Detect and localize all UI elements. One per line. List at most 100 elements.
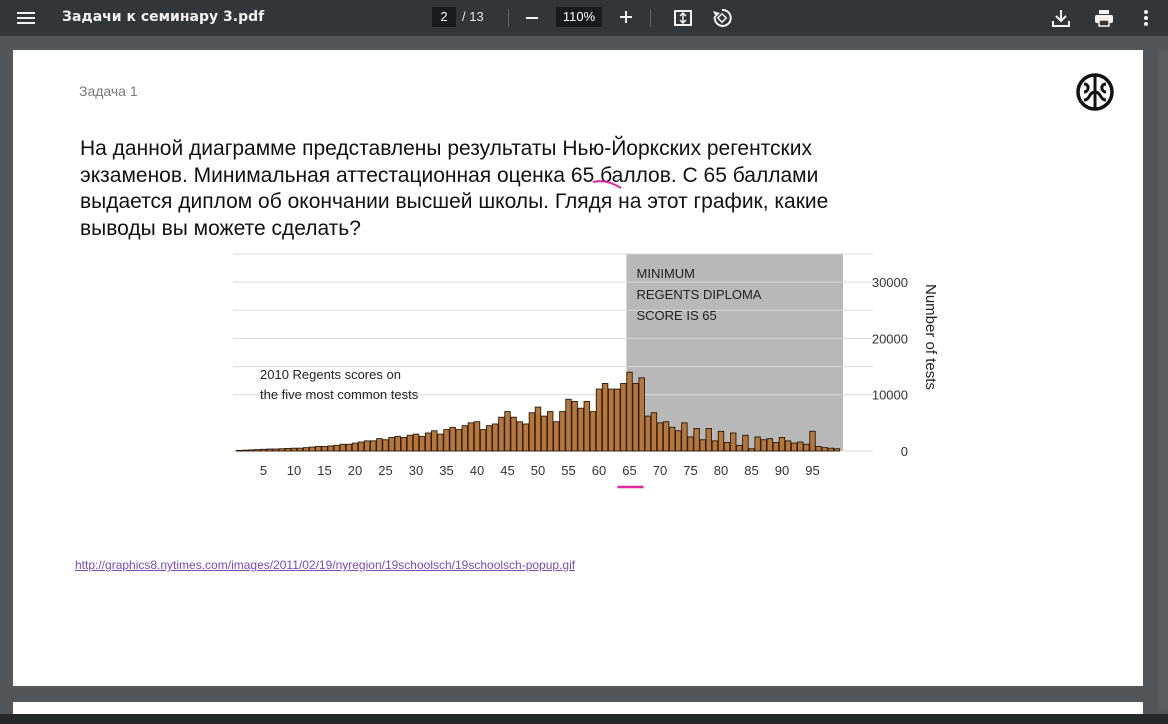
pdf-toolbar: Задачи к семинару 3.pdf 2 / 13 110% — [0, 0, 1168, 36]
chart-bar — [571, 401, 578, 452]
chart-bar — [345, 443, 353, 452]
page-total: / 13 — [462, 9, 484, 24]
regents-chart: 0 10000 20000 30000 5 10 15 20 25 30 35 40 45 50 55 60 6… — [233, 253, 939, 489]
x-tick-label: 70 — [653, 463, 667, 478]
chart-bar — [284, 448, 292, 452]
vertical-scrollbar[interactable] — [1158, 50, 1168, 710]
chart-bar — [699, 439, 706, 452]
chart-bar — [583, 401, 590, 452]
x-tick-label: 60 — [592, 463, 606, 478]
chart-bar — [595, 388, 603, 452]
chart-bar — [809, 430, 816, 452]
download-icon[interactable] — [1050, 7, 1072, 29]
y-tick-label: 30000 — [872, 275, 908, 290]
x-tick-label: 55 — [561, 463, 575, 478]
chart-bar — [614, 388, 621, 452]
chart-bar — [309, 446, 316, 452]
chart-bar — [235, 449, 243, 452]
page-number-input[interactable]: 2 — [432, 7, 456, 27]
chart-bar — [662, 421, 670, 452]
chart-bar — [296, 447, 304, 452]
chart-bar — [248, 449, 255, 452]
x-tick-label: 90 — [775, 463, 789, 478]
pdf-page: Задача 1 На данной диаграмме представлен… — [13, 50, 1143, 686]
chart-bar — [327, 445, 334, 452]
x-tick-label: 95 — [805, 463, 819, 478]
chart-bar — [687, 436, 694, 452]
chart-bar — [534, 406, 542, 452]
chart-bar — [443, 429, 450, 452]
chart-bar — [437, 433, 444, 452]
chart-bar — [431, 430, 438, 452]
chart-bar — [260, 448, 267, 452]
x-tick-label: 80 — [714, 463, 728, 478]
task-text-line: На данной диаграмме представлены результ… — [80, 137, 812, 160]
toolbar-divider — [508, 9, 509, 27]
toolbar-divider — [650, 9, 651, 27]
zoom-input[interactable]: 110% — [556, 7, 602, 27]
chart-bar — [778, 437, 786, 452]
x-tick-label: 45 — [500, 463, 514, 478]
chart-bar — [339, 443, 347, 452]
chart-bar — [382, 439, 389, 452]
chart-bar — [486, 425, 493, 452]
chart-bar — [736, 444, 743, 452]
chart-bar — [601, 383, 609, 452]
x-tick-label: 50 — [531, 463, 545, 478]
chart-bar — [412, 433, 420, 452]
chart-bar — [559, 411, 566, 452]
menu-icon[interactable] — [16, 9, 36, 27]
pen-annotation-underline — [592, 180, 622, 189]
task-heading: Задача 1 — [79, 83, 138, 99]
task-text-line: выдается диплом об окончании высшей школ… — [80, 190, 829, 213]
chart-bar — [742, 434, 749, 452]
chart-title-line: the five most common tests — [260, 387, 419, 402]
chart-bar — [669, 426, 676, 452]
chart-bar — [455, 429, 462, 452]
status-bar — [0, 714, 1168, 724]
chart-bar — [754, 436, 761, 452]
chart-bar — [522, 423, 529, 452]
chart-bar — [608, 388, 615, 452]
chart-bar — [473, 421, 481, 452]
chart-bar — [626, 371, 633, 452]
chart-bar — [675, 430, 682, 452]
zoom-in-icon[interactable] — [618, 9, 634, 25]
chart-bar — [302, 447, 310, 452]
y-axis-label: Number of tests — [922, 284, 939, 390]
chart-bar — [516, 421, 523, 452]
fit-page-icon[interactable] — [673, 8, 693, 28]
passing-region-shade — [626, 254, 843, 451]
chart-bar — [547, 411, 554, 452]
chart-bar — [479, 429, 487, 452]
annotation-line: MINIMUM — [637, 266, 696, 281]
chart-bar — [748, 448, 755, 452]
chart-bar — [540, 415, 548, 452]
chart-bar — [504, 411, 511, 452]
source-link[interactable]: http://graphics8.nytimes.com/images/2011… — [75, 558, 576, 572]
chart-bar — [321, 446, 328, 452]
x-tick-label: 35 — [439, 463, 453, 478]
chart-bar — [650, 412, 658, 452]
chart-bar — [772, 442, 780, 452]
chart-bar — [394, 435, 401, 452]
zoom-out-icon[interactable] — [524, 10, 540, 26]
rotate-icon[interactable] — [711, 7, 733, 29]
print-icon[interactable] — [1093, 7, 1115, 29]
chart-bar — [528, 412, 536, 452]
document-title: Задачи к семинару 3.pdf — [62, 9, 265, 25]
chart-bar — [577, 407, 584, 452]
chart-bar — [717, 430, 725, 452]
chart-bar — [791, 442, 798, 452]
chart-bar — [376, 438, 383, 452]
annotation-line: REGENTS DIPLOMA — [637, 287, 762, 302]
chart-title-line: 2010 Regents scores on — [260, 367, 401, 382]
chart-bar — [424, 432, 432, 452]
y-tick-label: 20000 — [872, 331, 908, 346]
x-tick-label: 30 — [409, 463, 423, 478]
chart-bar — [723, 442, 731, 452]
more-options-icon[interactable] — [1137, 8, 1155, 28]
chart-bar — [388, 437, 395, 452]
chart-bar — [363, 440, 371, 452]
x-tick-label: 40 — [470, 463, 484, 478]
